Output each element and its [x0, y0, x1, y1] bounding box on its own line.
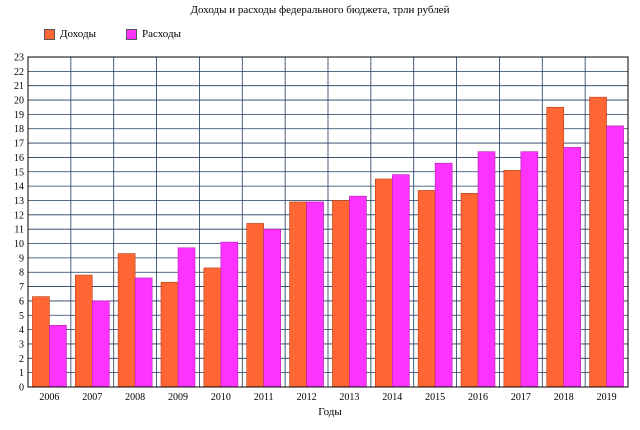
- bar-expenses-2012: [306, 201, 324, 388]
- legend: Доходы Расходы: [44, 28, 181, 40]
- plot-frame: [27, 56, 629, 388]
- x-tick-label: 2016: [468, 392, 488, 403]
- bar-income-2019: [589, 96, 607, 388]
- bar-expenses-2006: [49, 325, 67, 388]
- x-tick-label: 2014: [382, 392, 402, 403]
- legend-item-expenses: Расходы: [125, 28, 181, 40]
- y-tick-label: 1: [19, 368, 24, 379]
- legend-item-income: Доходы: [44, 28, 96, 40]
- x-tick-label: 2009: [168, 392, 188, 403]
- bar-expenses-2017: [520, 151, 539, 388]
- y-tick-label: 4: [19, 325, 24, 336]
- bar-income-2011: [246, 223, 265, 388]
- bar-income-2010: [203, 267, 222, 388]
- bar-income-2013: [332, 200, 350, 388]
- legend-label-expenses: Расходы: [141, 28, 181, 40]
- y-tick-label: 14: [14, 182, 24, 193]
- x-tick-label: 2007: [82, 392, 102, 403]
- y-tick-label: 8: [19, 268, 24, 279]
- bar-expenses-2019: [606, 125, 624, 388]
- x-tick-label: 2018: [554, 392, 574, 403]
- bar-expenses-2007: [91, 300, 110, 388]
- bar-income-2014: [374, 178, 393, 388]
- bar-income-2018: [546, 106, 565, 388]
- y-tick-label: 18: [14, 124, 24, 135]
- x-tick-label: 2006: [39, 392, 59, 403]
- x-tick-label: 2017: [511, 392, 531, 403]
- y-tick-label: 5: [19, 311, 24, 322]
- y-tick-label: 9: [19, 253, 24, 264]
- bar-expenses-2016: [477, 151, 496, 388]
- bar-income-2016: [460, 193, 479, 388]
- legend-label-income: Доходы: [60, 28, 96, 40]
- legend-swatch-income: [44, 28, 55, 40]
- y-tick-label: 10: [14, 239, 24, 250]
- bar-expenses-2010: [220, 241, 239, 388]
- x-tick-label: 2012: [297, 392, 317, 403]
- legend-swatch-expenses: [125, 28, 137, 40]
- y-tick-label: 3: [19, 339, 24, 350]
- x-tick-label: 2019: [597, 392, 617, 403]
- y-tick-label: 16: [14, 153, 24, 164]
- x-tick-label: 2015: [425, 392, 445, 403]
- x-tick-label: 2011: [254, 392, 274, 403]
- x-tick-label: 2008: [125, 392, 145, 403]
- bar-expenses-2008: [134, 277, 153, 388]
- y-tick-label: 0: [19, 383, 24, 394]
- y-tick-label: 12: [14, 210, 24, 221]
- bar-expenses-2014: [391, 174, 410, 388]
- x-tick-label: 2013: [339, 392, 359, 403]
- y-tick-label: 7: [19, 282, 24, 293]
- y-tick-label: 23: [14, 53, 24, 64]
- y-tick-label: 13: [14, 196, 24, 207]
- bar-expenses-2013: [349, 195, 367, 388]
- chart-title: Доходы и расходы федерального бюджета, т…: [190, 4, 450, 16]
- bar-expenses-2011: [263, 228, 282, 388]
- bar-income-2015: [417, 190, 436, 388]
- y-tick-label: 2: [19, 354, 24, 365]
- y-tick-label: 20: [14, 96, 24, 107]
- bar-expenses-2018: [563, 147, 582, 388]
- bar-income-2012: [289, 201, 307, 388]
- bar-income-2009: [160, 281, 179, 388]
- y-tick-label: 19: [14, 110, 24, 121]
- bar-income-2006: [32, 296, 50, 388]
- y-tick-label: 11: [14, 225, 24, 236]
- y-tick-label: 22: [14, 67, 24, 78]
- bar-income-2017: [503, 170, 522, 388]
- bar-income-2007: [74, 274, 93, 388]
- y-tick-label: 17: [14, 139, 24, 150]
- x-tick-labels: 2006 2007 2008 2009 2010 2011 2012 2013 2014 2015…: [39, 392, 616, 403]
- x-axis-label: Годы: [318, 406, 342, 418]
- y-tick-label: 15: [14, 167, 24, 178]
- x-tick-label: 2010: [211, 392, 231, 403]
- y-tick-label: 6: [19, 296, 24, 307]
- bar-expenses-2015: [434, 162, 453, 388]
- bar-income-2008: [117, 253, 136, 388]
- bar-expenses-2009: [177, 247, 196, 388]
- y-tick-label: 21: [14, 81, 24, 92]
